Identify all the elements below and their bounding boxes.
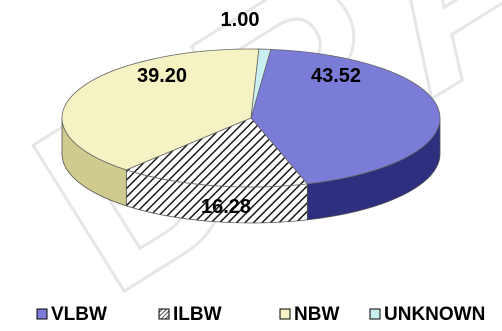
- data-label-unknown: 1.00: [221, 9, 260, 31]
- legend-label-vlbw: VLBW: [51, 304, 107, 325]
- pie-tops: [61, 48, 441, 188]
- legend-swatch-unknown: [369, 308, 381, 320]
- legend-swatch-nbw: [279, 308, 291, 320]
- pie-value-labels: 43.52 16.28 39.20 1.00: [137, 9, 361, 218]
- data-label-nbw: 39.20: [137, 65, 187, 87]
- legend-item-ilbw: ILBW: [158, 304, 222, 325]
- legend-swatch-vlbw: [36, 308, 48, 320]
- legend-item-nbw: NBW: [279, 304, 339, 325]
- legend-item-vlbw: VLBW: [36, 304, 107, 325]
- legend: VLBW ILBW NBW UNKNOWN: [36, 304, 485, 325]
- data-label-ilbw: 16.28: [201, 196, 251, 218]
- pie-sides: [61, 117, 441, 224]
- pie-slice-ilbw: [125, 117, 309, 188]
- pie-slice-unknown: [250, 48, 272, 119]
- data-label-vlbw: 43.52: [311, 65, 361, 87]
- legend-item-unknown: UNKNOWN: [369, 304, 485, 325]
- legend-label-nbw: NBW: [294, 304, 339, 325]
- legend-label-unknown: UNKNOWN: [384, 304, 485, 325]
- pie-slice-vlbw: [250, 48, 441, 185]
- legend-swatch-ilbw: [158, 308, 170, 320]
- pie-slice-nbw: [61, 48, 260, 171]
- legend-label-ilbw: ILBW: [173, 304, 222, 325]
